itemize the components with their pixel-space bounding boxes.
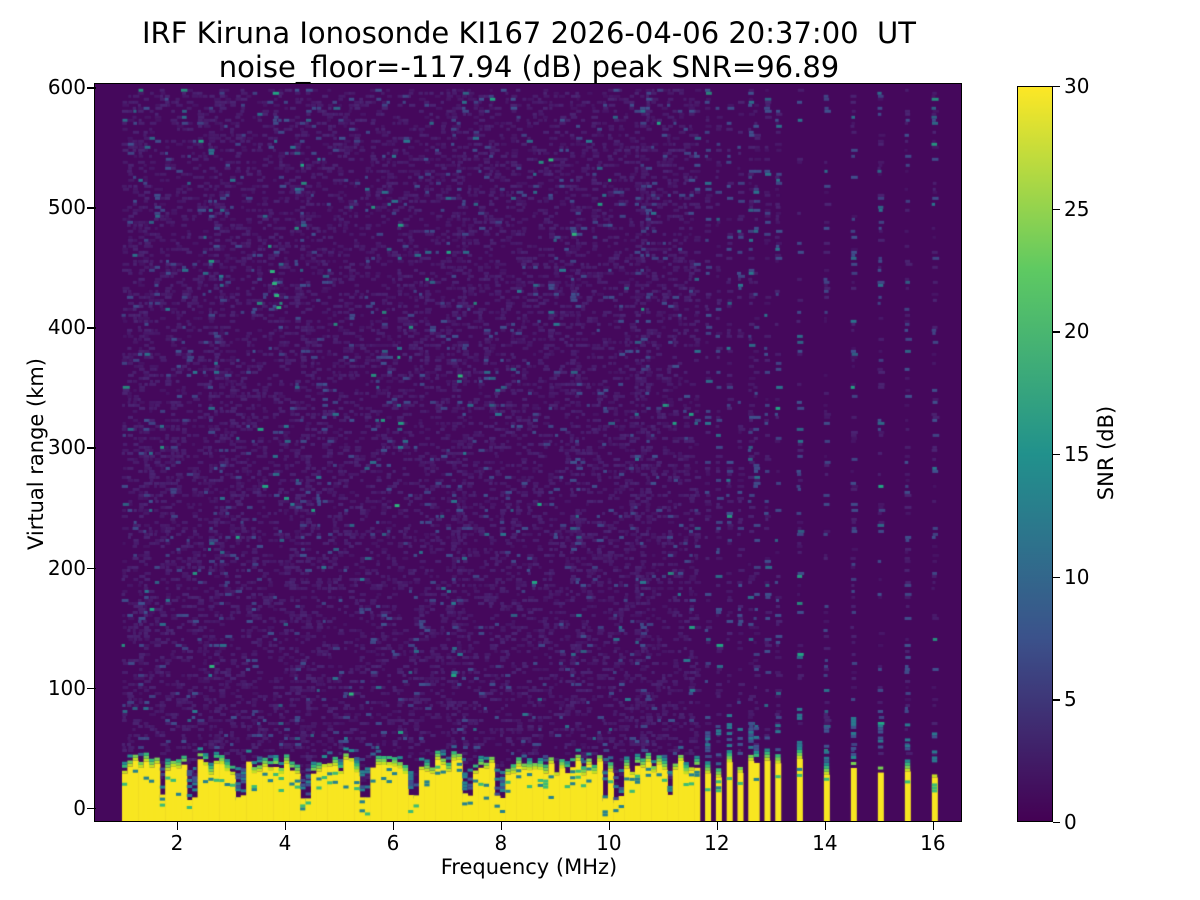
colorbar-tick	[1053, 822, 1060, 824]
y-tick	[87, 807, 96, 810]
x-tick	[716, 822, 719, 830]
y-tick-label: 100	[47, 675, 86, 700]
x-tick-label: 6	[386, 831, 400, 855]
colorbar-tick-label: 15	[1064, 442, 1090, 466]
y-tick-label: 600	[47, 75, 86, 100]
x-tick	[176, 822, 179, 830]
x-tick	[932, 822, 935, 830]
colorbar-tick-label: 30	[1064, 74, 1090, 98]
colorbar-tick	[1053, 86, 1060, 88]
colorbar-tick-label: 5	[1064, 687, 1077, 712]
y-tick-label: 400	[47, 315, 86, 340]
colorbar-tick	[1053, 454, 1060, 456]
colorbar-tick	[1053, 331, 1060, 333]
x-tick	[284, 822, 287, 830]
x-tick-label: 16	[920, 831, 946, 855]
colorbar-tick-label: 20	[1064, 319, 1090, 344]
x-tick-label: 12	[704, 831, 730, 855]
y-tick-label: 200	[47, 555, 86, 580]
chart-title: IRF Kiruna Ionosonde KI167 2026-04-06 20…	[142, 16, 916, 50]
colorbar-tick	[1053, 699, 1060, 701]
y-tick	[87, 207, 96, 209]
colorbar	[1017, 86, 1053, 822]
heatmap-canvas	[95, 84, 961, 821]
chart-subtitle: noise_floor=-117.94 (dB) peak SNR=96.89	[218, 50, 840, 84]
colorbar-tick	[1053, 576, 1060, 578]
x-tick	[608, 822, 611, 830]
colorbar-tick	[1053, 208, 1060, 210]
y-axis-label: Virtual range (km)	[24, 357, 48, 551]
x-axis-label: Frequency (MHz)	[440, 855, 618, 879]
heatmap-plot-area	[94, 83, 962, 822]
y-tick	[87, 327, 96, 329]
y-tick	[87, 447, 96, 449]
x-tick-label: 10	[596, 831, 622, 855]
colorbar-tick-label: 25	[1064, 196, 1090, 221]
y-tick	[87, 687, 96, 690]
y-tick-label: 500	[47, 195, 86, 220]
colorbar-tick-label: 10	[1064, 564, 1090, 589]
y-tick-label: 0	[73, 795, 86, 820]
x-tick-label: 2	[170, 831, 184, 855]
colorbar-tick-label: 0	[1064, 810, 1077, 834]
x-tick	[500, 822, 503, 830]
x-tick-label: 14	[812, 831, 838, 855]
y-tick	[87, 87, 96, 89]
x-tick	[392, 822, 395, 830]
x-tick-label: 8	[494, 831, 508, 855]
x-tick	[824, 822, 827, 830]
y-tick	[87, 567, 96, 570]
x-tick-label: 4	[278, 831, 292, 855]
y-tick-label: 300	[47, 435, 86, 460]
colorbar-label: SNR (dB)	[1094, 405, 1118, 501]
